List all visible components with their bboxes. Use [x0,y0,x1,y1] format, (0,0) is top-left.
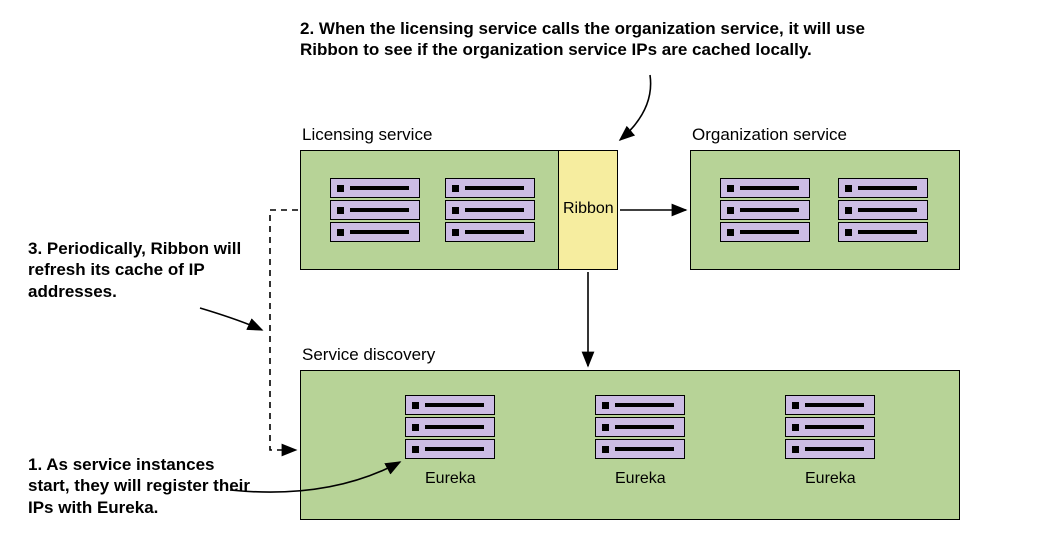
dashed-refresh-path [270,210,298,450]
server-slot-icon [740,186,799,190]
server-indicator-icon [452,185,459,192]
server-indicator-icon [792,402,799,409]
server-indicator-icon [412,446,419,453]
server-unit [330,222,420,242]
server-indicator-icon [845,207,852,214]
server-unit [405,395,495,415]
server-stack [405,395,495,461]
server-indicator-icon [845,229,852,236]
server-stack [330,178,420,244]
server-indicator-icon [727,229,734,236]
server-indicator-icon [727,207,734,214]
server-slot-icon [425,425,484,429]
server-indicator-icon [452,207,459,214]
server-stack [785,395,875,461]
server-stack [720,178,810,244]
server-unit [595,439,685,459]
server-stack [445,178,535,244]
caption-1-text: 1. As service instances start, they will… [28,455,250,517]
organization-label: Organization service [692,125,847,145]
caption-2: 2. When the licensing service calls the … [300,18,890,61]
server-unit [445,178,535,198]
server-indicator-icon [602,402,609,409]
server-unit [405,417,495,437]
server-slot-icon [465,208,524,212]
server-slot-icon [615,425,674,429]
server-unit [838,222,928,242]
server-unit [720,200,810,220]
server-indicator-icon [412,424,419,431]
caption-2-text: 2. When the licensing service calls the … [300,19,865,59]
server-unit [720,222,810,242]
caption-1: 1. As service instances start, they will… [28,454,253,518]
server-indicator-icon [727,185,734,192]
server-slot-icon [350,186,409,190]
server-unit [595,395,685,415]
server-slot-icon [858,230,917,234]
server-unit [785,395,875,415]
server-indicator-icon [845,185,852,192]
server-slot-icon [740,208,799,212]
server-indicator-icon [602,446,609,453]
server-stack [595,395,685,461]
server-unit [785,417,875,437]
server-unit [785,439,875,459]
server-slot-icon [805,425,864,429]
server-slot-icon [740,230,799,234]
server-slot-icon [858,208,917,212]
server-unit [330,200,420,220]
server-unit [838,178,928,198]
eureka-label-2: Eureka [615,470,666,488]
server-indicator-icon [452,229,459,236]
server-slot-icon [615,403,674,407]
eureka-label-3: Eureka [805,470,856,488]
server-slot-icon [350,208,409,212]
server-indicator-icon [412,402,419,409]
server-unit [838,200,928,220]
ribbon-label: Ribbon [563,200,614,218]
server-indicator-icon [602,424,609,431]
server-slot-icon [350,230,409,234]
server-unit [445,200,535,220]
caption-3: 3. Periodically, Ribbon will refresh its… [28,238,248,302]
licensing-label: Licensing service [302,125,432,145]
caption-3-text: 3. Periodically, Ribbon will refresh its… [28,239,241,301]
server-indicator-icon [792,424,799,431]
arrow-caption3 [200,308,262,330]
server-slot-icon [425,447,484,451]
server-slot-icon [805,403,864,407]
server-unit [595,417,685,437]
server-indicator-icon [337,229,344,236]
server-indicator-icon [337,185,344,192]
arrow-caption2 [620,75,651,140]
server-slot-icon [805,447,864,451]
server-slot-icon [615,447,674,451]
server-slot-icon [858,186,917,190]
server-indicator-icon [792,446,799,453]
server-unit [330,178,420,198]
eureka-label-1: Eureka [425,470,476,488]
server-slot-icon [465,186,524,190]
discovery-label: Service discovery [302,345,435,365]
server-indicator-icon [337,207,344,214]
server-slot-icon [425,403,484,407]
server-unit [720,178,810,198]
server-stack [838,178,928,244]
server-slot-icon [465,230,524,234]
server-unit [405,439,495,459]
server-unit [445,222,535,242]
